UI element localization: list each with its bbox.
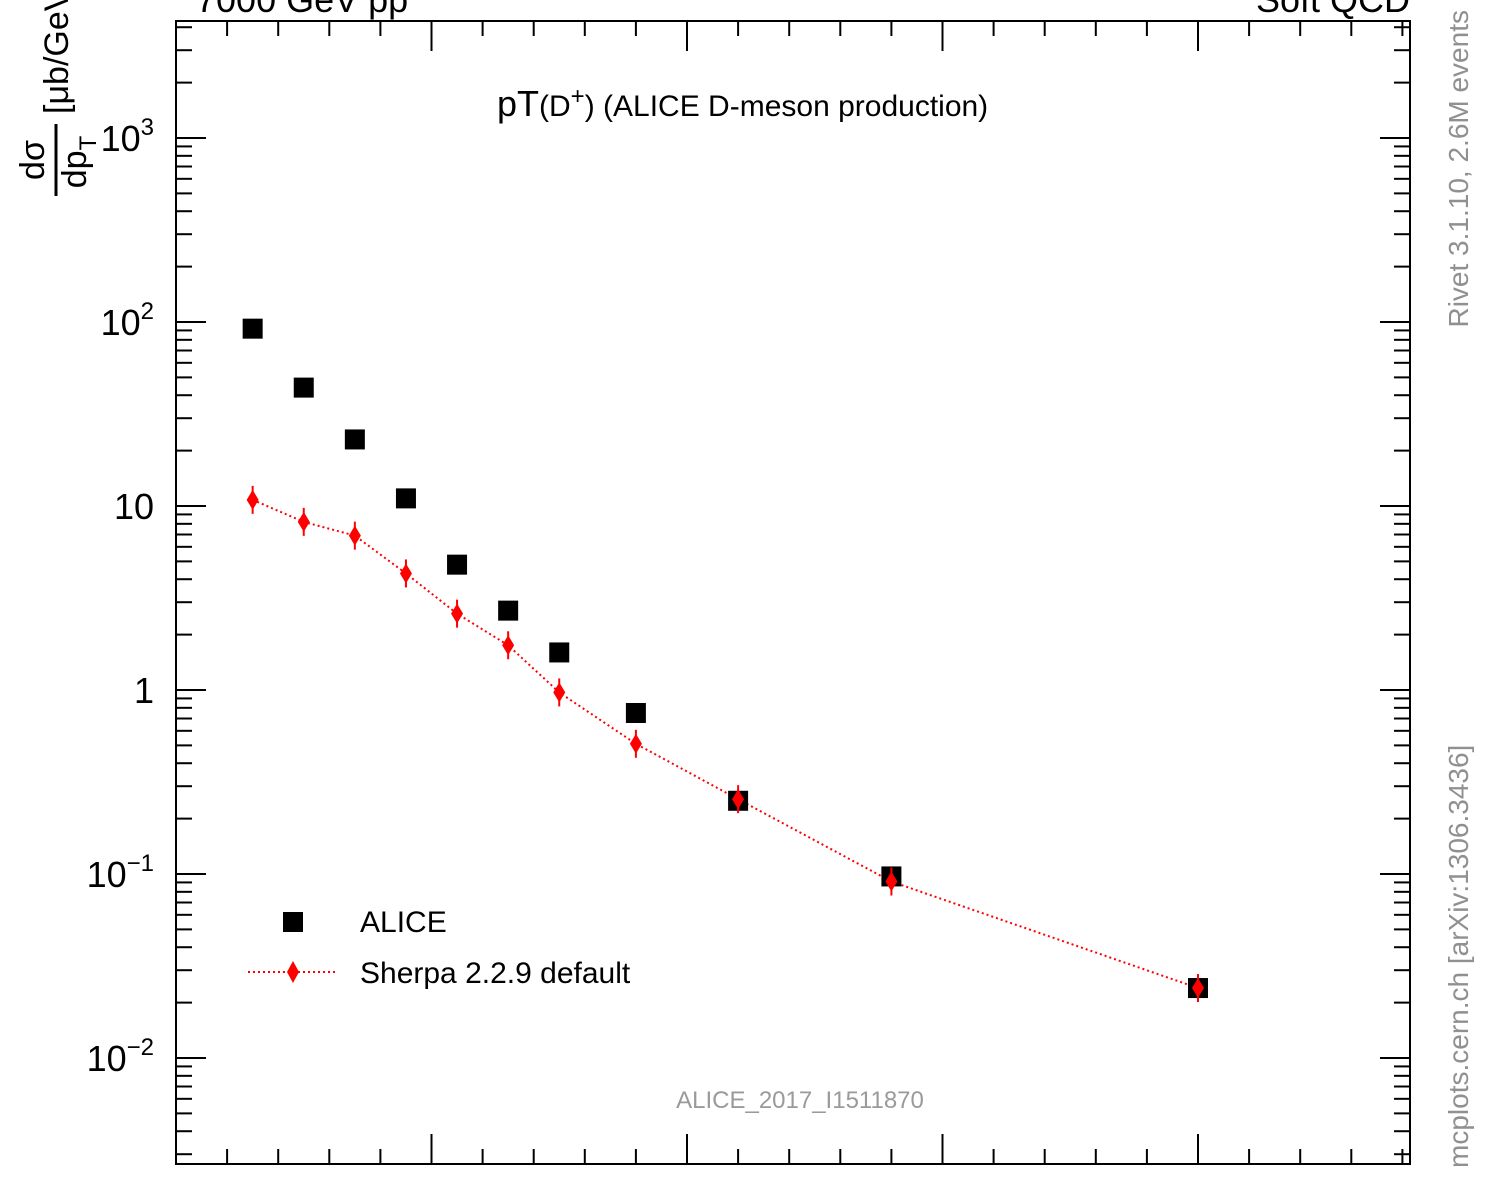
- legend: ALICE Sherpa 2.2.9 default: [248, 906, 631, 990]
- sherpa-point: [1192, 978, 1204, 999]
- sherpa-point: [732, 789, 745, 810]
- sherpa-line: [252, 498, 1199, 989]
- y-tick-label: 1: [134, 670, 154, 711]
- alice-point: [549, 642, 570, 663]
- sherpa-point: [553, 682, 566, 703]
- sherpa-point: [348, 525, 361, 546]
- y-axis-label-numerator: dσ: [14, 140, 52, 180]
- alice-point: [625, 702, 646, 723]
- legend-sherpa-label: Sherpa 2.2.9 default: [360, 957, 631, 990]
- axis-ticks: [175, 21, 1410, 1164]
- y-axis-label-denominator: dpT: [56, 135, 102, 188]
- legend-sherpa-marker: [287, 961, 299, 983]
- y-tick-label: 10−2: [87, 1034, 154, 1079]
- alice-point: [395, 488, 416, 509]
- side-label-top: Rivet 3.1.10, 2.6M events: [1443, 10, 1474, 328]
- side-label-bottom: mcplots.cern.ch [arXiv:1306.3436]: [1443, 745, 1474, 1168]
- y-tick-label: 10−1: [87, 850, 154, 895]
- sherpa-point: [502, 635, 515, 656]
- legend-alice-marker: [283, 912, 303, 932]
- alice-point: [293, 377, 314, 398]
- alice-point: [498, 600, 519, 621]
- alice-point: [242, 318, 263, 339]
- sherpa-point: [246, 489, 259, 510]
- y-tick-label: 103: [101, 114, 154, 159]
- analysis-id: ALICE_2017_I1511870: [676, 1087, 924, 1114]
- alice-series: [242, 318, 1208, 999]
- alice-point: [447, 554, 468, 575]
- plot-title: pT(D+) (ALICE D-meson production): [497, 83, 988, 124]
- legend-alice-label: ALICE: [360, 906, 447, 939]
- y-axis-label: dσ dpT [μb/GeV]: [14, 0, 102, 196]
- sherpa-point: [629, 733, 642, 754]
- header-left: 7000 GeV pp: [196, 0, 408, 20]
- sherpa-polyline: [252, 498, 1199, 989]
- y-tick-label: 102: [101, 298, 154, 343]
- plot-frame: [175, 20, 1411, 1165]
- sherpa-series: [246, 485, 1204, 1003]
- sherpa-point: [885, 871, 898, 892]
- y-axis-label-unit: [μb/GeV]: [38, 0, 76, 114]
- sherpa-point: [399, 563, 412, 584]
- alice-point: [344, 429, 365, 450]
- y-tick-label: 10: [114, 486, 154, 527]
- sherpa-point: [451, 603, 464, 624]
- header-right: Soft QCD: [1256, 0, 1410, 20]
- sherpa-point: [297, 511, 310, 532]
